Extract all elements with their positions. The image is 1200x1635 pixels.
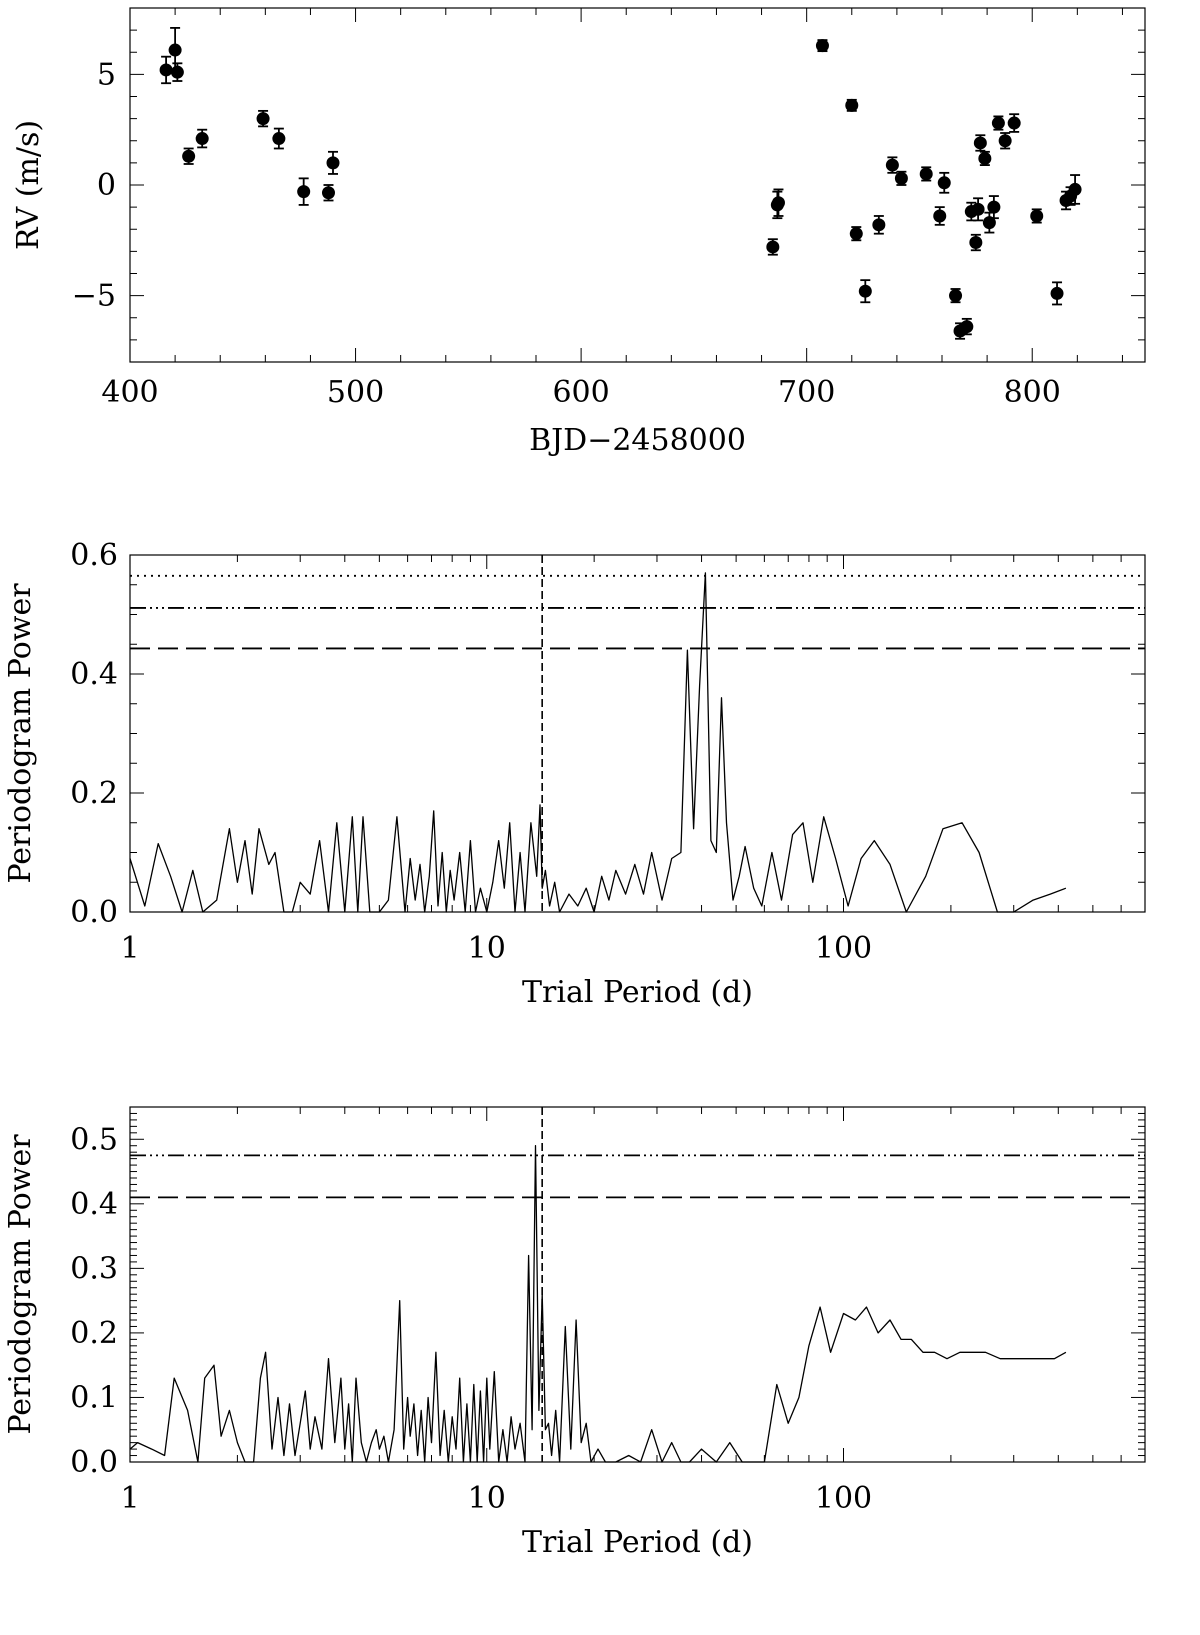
data-point	[872, 218, 886, 232]
data-point	[182, 149, 196, 163]
x-axis-label: BJD−2458000	[529, 423, 746, 458]
data-point	[1007, 116, 1021, 130]
data-point	[982, 216, 996, 230]
y-tick-label: 0.1	[70, 1380, 118, 1415]
periodogram-2-frame	[129, 1106, 1146, 1463]
y-tick-label: 0.2	[70, 776, 118, 811]
x-tick-label: 100	[815, 931, 872, 966]
data-point	[949, 289, 963, 303]
data-point	[321, 186, 335, 200]
data-point	[326, 156, 340, 170]
x-tick-label: 1	[120, 931, 139, 966]
x-tick-label: 600	[552, 375, 609, 410]
y-tick-label: 0.6	[70, 538, 118, 573]
data-point	[1050, 286, 1064, 300]
rv-time-series-panel: 400 500 600 700 800 5 0 −5 BJD−2458000 RV (m/s)	[11, 7, 1146, 458]
data-point	[815, 39, 829, 53]
data-point	[998, 134, 1012, 148]
data-point	[969, 236, 983, 250]
x-tick-label: 500	[327, 375, 384, 410]
rv-frame	[129, 7, 1146, 363]
y-tick-label: 0	[97, 168, 116, 203]
y-tick-label: 5	[97, 57, 116, 92]
x-tick-label: 800	[1004, 375, 1061, 410]
y-tick-label: 0.4	[70, 1187, 118, 1222]
y-axis-label: Periodogram Power	[3, 583, 38, 884]
y-tick-label: 0.5	[70, 1122, 118, 1157]
data-point	[971, 202, 985, 216]
x-axis-label: Trial Period (d)	[522, 1525, 753, 1560]
x-tick-label: 1	[120, 1481, 139, 1516]
y-axis-label: RV (m/s)	[11, 120, 46, 250]
data-point	[973, 136, 987, 150]
periodogram-panel-1: 1 10 100 0.0 0.2 0.4 0.6 Trial Period (d) Period…	[3, 538, 1146, 1010]
periodogram-curve	[129, 1145, 1067, 1463]
y-axis-label: Periodogram Power	[3, 1134, 38, 1435]
y-tick-label: 0.0	[70, 1445, 118, 1480]
data-point	[845, 98, 859, 112]
data-point	[1068, 182, 1082, 196]
periodogram-panel-2: 1 10 100 0.0 0.1 0.2 0.3 0.4 0.5 Trial Period (d)…	[3, 1106, 1146, 1560]
data-point	[272, 132, 286, 146]
x-tick-label: 700	[778, 375, 835, 410]
data-point	[766, 240, 780, 254]
data-point	[991, 116, 1005, 130]
x-tick-label: 10	[468, 931, 506, 966]
data-point	[1030, 209, 1044, 223]
y-tick-label: 0.3	[70, 1251, 118, 1286]
data-point	[894, 171, 908, 185]
data-point	[159, 63, 173, 77]
y-tick-label: 0.0	[70, 895, 118, 930]
y-tick-label: −5	[72, 279, 116, 314]
data-point	[919, 167, 933, 181]
data-point	[771, 196, 785, 210]
data-point	[849, 227, 863, 241]
data-point	[170, 65, 184, 79]
periodogram-curve	[129, 572, 1067, 913]
data-point	[937, 176, 951, 190]
data-point	[858, 284, 872, 298]
data-point	[960, 320, 974, 334]
x-tick-label: 10	[468, 1481, 506, 1516]
y-tick-label: 0.2	[70, 1316, 118, 1351]
x-tick-label: 100	[815, 1481, 872, 1516]
y-tick-label: 0.4	[70, 657, 118, 692]
data-point	[885, 158, 899, 172]
x-axis-label: Trial Period (d)	[522, 975, 753, 1010]
data-point	[256, 112, 270, 126]
data-point	[978, 151, 992, 165]
data-point	[933, 209, 947, 223]
data-point	[297, 185, 311, 199]
data-point	[987, 200, 1001, 214]
x-tick-label: 400	[101, 375, 158, 410]
data-point	[195, 132, 209, 146]
data-point	[168, 43, 182, 57]
